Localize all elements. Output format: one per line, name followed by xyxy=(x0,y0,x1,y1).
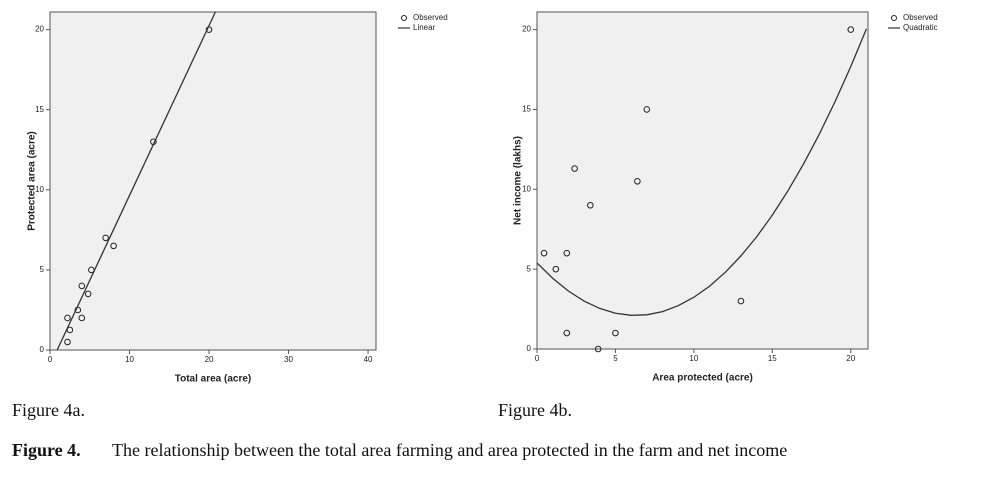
x-tick-label: 40 xyxy=(364,355,373,364)
caption-label: Figure 4. xyxy=(12,440,81,460)
x-tick-label: 10 xyxy=(125,355,134,364)
y-tick-label: 0 xyxy=(40,345,45,354)
x-tick-label: 5 xyxy=(613,354,618,363)
y-axis-title: Net income (lakhs) xyxy=(513,136,524,225)
data-point xyxy=(587,201,594,209)
data-point xyxy=(540,249,548,257)
fit-line xyxy=(56,11,216,351)
x-axis-title: Total area (acre) xyxy=(175,374,252,385)
legend-marker xyxy=(891,15,897,21)
data-point xyxy=(563,329,571,337)
data-point xyxy=(634,177,641,185)
x-tick-label: 0 xyxy=(48,355,53,364)
data-point xyxy=(847,26,855,33)
legend-label: Quadratic xyxy=(903,23,938,32)
x-tick-label: 0 xyxy=(535,354,540,363)
data-point xyxy=(102,234,109,242)
legend-marker xyxy=(401,15,407,21)
y-tick-label: 20 xyxy=(522,25,531,34)
caption-text: The relationship between the total area … xyxy=(112,440,788,460)
x-tick-label: 15 xyxy=(768,354,777,363)
y-tick-label: 20 xyxy=(35,25,44,34)
y-tick-label: 10 xyxy=(35,185,44,194)
plot-area xyxy=(49,11,377,351)
x-tick-label: 10 xyxy=(689,354,698,363)
y-tick-label: 10 xyxy=(522,184,531,193)
data-point xyxy=(552,265,560,273)
data-point xyxy=(64,314,71,322)
x-axis-title: Area protected (acre) xyxy=(652,373,753,384)
y-tick-label: 5 xyxy=(40,265,45,274)
main-caption: Figure 4. The relationship between the t… xyxy=(12,438,972,462)
legend-label: Observed xyxy=(413,13,448,22)
data-point xyxy=(64,338,71,346)
data-point xyxy=(110,242,117,250)
caption-a: Figure 4a. xyxy=(12,400,85,420)
legend-label: Observed xyxy=(903,13,938,22)
data-point xyxy=(563,249,571,257)
plot-area xyxy=(536,11,869,350)
y-axis-title: Protected area (acre) xyxy=(27,131,38,231)
data-point xyxy=(643,106,651,113)
data-point xyxy=(78,314,86,322)
y-tick-label: 15 xyxy=(35,105,44,114)
fit-line xyxy=(536,28,868,316)
legend-label: Linear xyxy=(413,23,436,32)
data-point xyxy=(84,290,92,298)
caption-b: Figure 4b. xyxy=(498,400,572,420)
figure: 0 5 10 15 20 0 10 20 30 40 Total area (acre) Protec… xyxy=(27,11,938,385)
data-point xyxy=(571,165,578,172)
data-point xyxy=(78,282,86,290)
x-tick-label: 20 xyxy=(846,354,855,363)
data-point xyxy=(612,329,619,337)
data-point xyxy=(737,297,745,305)
y-tick-label: 15 xyxy=(522,105,531,114)
y-tick-label: 0 xyxy=(527,344,532,353)
data-point xyxy=(594,345,602,353)
x-tick-label: 30 xyxy=(284,355,293,364)
x-tick-label: 20 xyxy=(205,355,214,364)
y-tick-label: 5 xyxy=(527,264,532,273)
